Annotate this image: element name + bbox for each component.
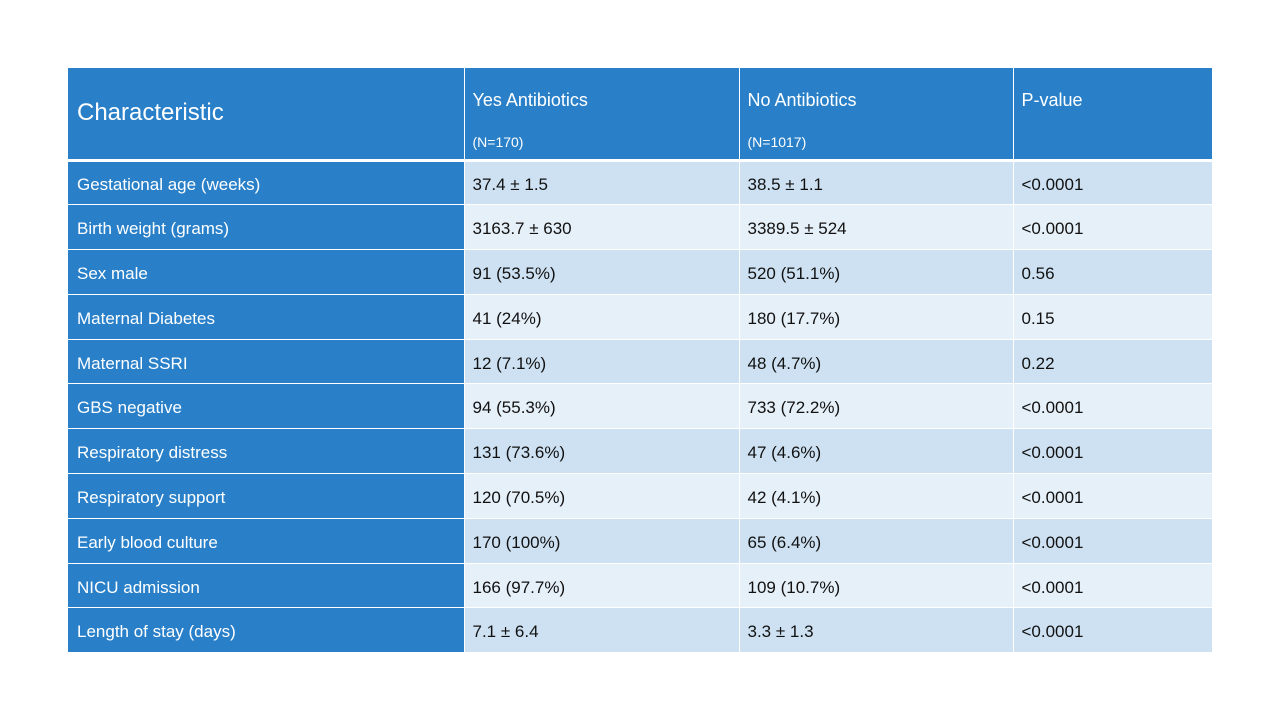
- header-yes-antibiotics: Yes Antibiotics (N=170): [464, 68, 740, 162]
- table-row: Birth weight (grams) 3163.7 ± 630 3389.5 ±…: [68, 204, 1212, 251]
- no-antibiotics-cell: 520 (51.1%): [739, 249, 1014, 295]
- no-antibiotics-cell: 48 (4.7%): [739, 339, 1014, 385]
- row-label-cell: Maternal SSRI: [68, 339, 465, 385]
- row-label-cell: Respiratory support: [68, 473, 465, 519]
- table-row: Length of stay (days) 7.1 ± 6.4 3.3 ± 1.3 <…: [68, 607, 1212, 654]
- table-row: NICU admission 166 (97.7%) 109 (10.7%) <0.0…: [68, 563, 1212, 609]
- table-row: GBS negative 94 (55.3%) 733 (72.2%) <0.0001: [68, 383, 1212, 430]
- pvalue-cell: 0.22: [1013, 339, 1212, 385]
- yes-antibiotics-cell: 166 (97.7%): [464, 563, 740, 609]
- no-antibiotics-cell: 65 (6.4%): [739, 518, 1014, 564]
- pvalue-cell: <0.0001: [1013, 160, 1212, 206]
- pvalue-cell: <0.0001: [1013, 607, 1212, 654]
- header-no-n: (N=1017): [747, 134, 807, 150]
- row-label-cell: Birth weight (grams): [68, 204, 465, 251]
- header-characteristic: Characteristic: [68, 68, 465, 162]
- header-yes-label: Yes Antibiotics: [472, 90, 588, 110]
- table-row: Sex male 91 (53.5%) 520 (51.1%) 0.56: [68, 249, 1212, 295]
- yes-antibiotics-cell: 91 (53.5%): [464, 249, 740, 295]
- pvalue-cell: <0.0001: [1013, 428, 1212, 475]
- header-no-label: No Antibiotics: [747, 90, 857, 110]
- yes-antibiotics-cell: 120 (70.5%): [464, 473, 740, 519]
- table-row: Gestational age (weeks) 37.4 ± 1.5 38.5 ± …: [68, 160, 1212, 206]
- row-label-cell: Length of stay (days): [68, 607, 465, 654]
- yes-antibiotics-cell: 170 (100%): [464, 518, 740, 564]
- pvalue-cell: <0.0001: [1013, 473, 1212, 519]
- header-pvalue: P-value: [1013, 68, 1212, 162]
- table-row: Maternal Diabetes 41 (24%) 180 (17.7%) 0.15: [68, 294, 1212, 340]
- header-no-antibiotics: No Antibiotics (N=1017): [739, 68, 1014, 162]
- no-antibiotics-cell: 42 (4.1%): [739, 473, 1014, 519]
- no-antibiotics-cell: 733 (72.2%): [739, 383, 1014, 430]
- yes-antibiotics-cell: 7.1 ± 6.4: [464, 607, 740, 654]
- row-label-cell: GBS negative: [68, 383, 465, 430]
- header-yes-n: (N=170): [472, 134, 524, 150]
- yes-antibiotics-cell: 131 (73.6%): [464, 428, 740, 475]
- header-pvalue-label: P-value: [1021, 90, 1083, 110]
- table-row: Maternal SSRI 12 (7.1%) 48 (4.7%) 0.22: [68, 339, 1212, 385]
- no-antibiotics-cell: 38.5 ± 1.1: [739, 160, 1014, 206]
- pvalue-cell: <0.0001: [1013, 383, 1212, 430]
- no-antibiotics-cell: 109 (10.7%): [739, 563, 1014, 609]
- table-body: Gestational age (weeks) 37.4 ± 1.5 38.5 ± …: [68, 160, 1212, 654]
- table-row: Early blood culture 170 (100%) 65 (6.4%) <0…: [68, 518, 1212, 564]
- row-label-cell: Respiratory distress: [68, 428, 465, 475]
- no-antibiotics-cell: 180 (17.7%): [739, 294, 1014, 340]
- pvalue-cell: 0.56: [1013, 249, 1212, 295]
- yes-antibiotics-cell: 41 (24%): [464, 294, 740, 340]
- table-row: Respiratory distress 131 (73.6%) 47 (4.6%)…: [68, 428, 1212, 475]
- yes-antibiotics-cell: 94 (55.3%): [464, 383, 740, 430]
- yes-antibiotics-cell: 37.4 ± 1.5: [464, 160, 740, 206]
- pvalue-cell: <0.0001: [1013, 563, 1212, 609]
- pvalue-cell: <0.0001: [1013, 204, 1212, 251]
- row-label-cell: Early blood culture: [68, 518, 465, 564]
- row-label-cell: Gestational age (weeks): [68, 160, 465, 206]
- characteristics-table: Characteristic Yes Antibiotics (N=170) N…: [68, 68, 1212, 654]
- row-label-cell: Sex male: [68, 249, 465, 295]
- no-antibiotics-cell: 3389.5 ± 524: [739, 204, 1014, 251]
- table-header-row: Characteristic Yes Antibiotics (N=170) N…: [68, 68, 1212, 162]
- row-label-cell: NICU admission: [68, 563, 465, 609]
- yes-antibiotics-cell: 12 (7.1%): [464, 339, 740, 385]
- no-antibiotics-cell: 47 (4.6%): [739, 428, 1014, 475]
- no-antibiotics-cell: 3.3 ± 1.3: [739, 607, 1014, 654]
- row-label-cell: Maternal Diabetes: [68, 294, 465, 340]
- yes-antibiotics-cell: 3163.7 ± 630: [464, 204, 740, 251]
- pvalue-cell: 0.15: [1013, 294, 1212, 340]
- pvalue-cell: <0.0001: [1013, 518, 1212, 564]
- table-row: Respiratory support 120 (70.5%) 42 (4.1%) <…: [68, 473, 1212, 519]
